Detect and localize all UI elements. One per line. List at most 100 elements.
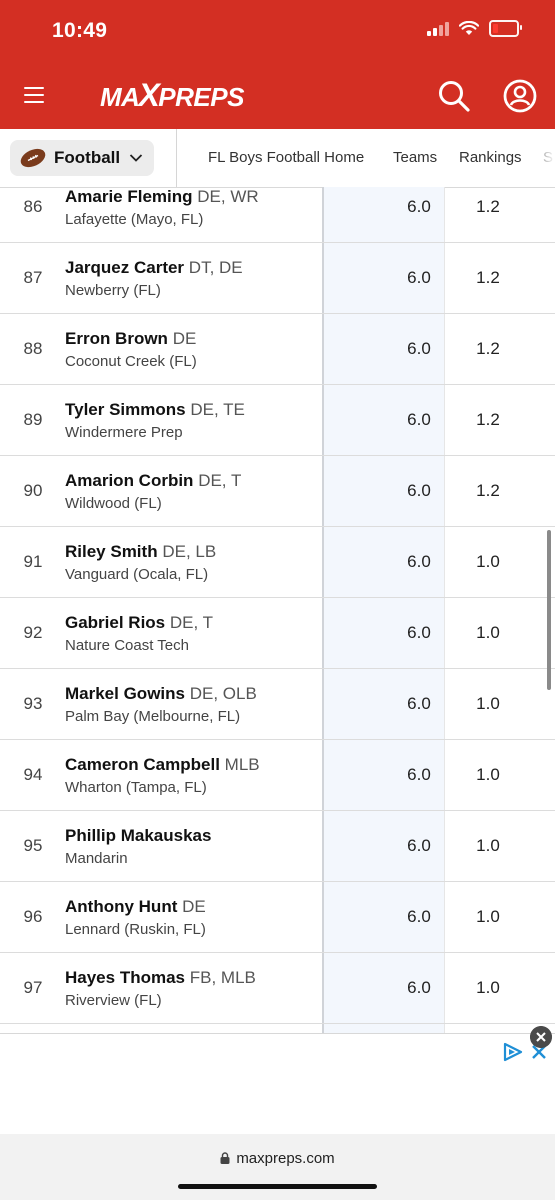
player-rating: 6.0 <box>407 552 431 571</box>
table-row[interactable]: 92 Gabriel Rios DE, T Nature Coast Tech 6.0… <box>0 597 555 669</box>
player-name[interactable]: Jarquez Carter <box>65 258 185 277</box>
wifi-icon <box>459 21 479 35</box>
player-name-line[interactable]: Markel Gowins DE, OLB <box>65 684 257 704</box>
table-row[interactable]: 90 Amarion Corbin DE, T Wildwood (FL) 6.0 1.… <box>0 455 555 527</box>
table-row[interactable]: 97 Hayes Thomas FB, MLB Riverview (FL) 6.0 1… <box>0 952 555 1024</box>
player-name[interactable]: Erron Brown <box>65 329 168 348</box>
table-row[interactable]: 88 Erron Brown DE Coconut Creek (FL) 6.0 1.2 <box>0 313 555 385</box>
player-rating: 6.0 <box>407 907 431 926</box>
player-name-line[interactable]: Cameron Campbell MLB <box>65 755 260 775</box>
adchoices-icon[interactable] <box>502 1042 524 1062</box>
hamburger-icon[interactable] <box>24 87 44 103</box>
player-score: 1.0 <box>476 836 500 855</box>
nav-link-fl-boys-football-home[interactable]: FL Boys Football Home <box>208 149 365 166</box>
player-name-line[interactable]: Riley Smith DE, LB <box>65 542 216 562</box>
player-positions: DE, TE <box>190 400 245 419</box>
player-rating: 6.0 <box>407 765 431 784</box>
player-positions: FB, MLB <box>189 968 256 987</box>
player-school[interactable]: Newberry (FL) <box>65 282 161 299</box>
player-score: 1.0 <box>476 907 500 926</box>
nav-link-rankings[interactable]: Rankings <box>459 149 522 166</box>
player-name[interactable]: Hayes Thomas <box>65 968 185 987</box>
player-name[interactable]: Riley Smith <box>65 542 158 561</box>
logo-text-right: PREPS <box>158 82 244 112</box>
player-rating: 6.0 <box>407 836 431 855</box>
player-name[interactable]: Phillip Makauskas <box>65 826 212 845</box>
home-indicator[interactable] <box>178 1184 377 1189</box>
player-score: 1.0 <box>476 623 500 642</box>
player-name[interactable]: Amarie Fleming <box>65 187 193 206</box>
player-name-line[interactable]: Amarion Corbin DE, T <box>65 471 241 491</box>
table-row[interactable]: 89 Tyler Simmons DE, TE Windermere Prep 6.0… <box>0 384 555 456</box>
player-name[interactable]: Markel Gowins <box>65 684 185 703</box>
scrollbar-thumb[interactable] <box>547 530 551 690</box>
sport-label: Football <box>54 148 121 167</box>
url-text: maxpreps.com <box>236 1150 335 1167</box>
account-icon[interactable] <box>502 78 538 114</box>
player-rankings-table[interactable]: 86 Amarie Fleming DE, WR Lafayette (Mayo, … <box>0 187 555 1033</box>
player-rank: 88 <box>23 339 43 358</box>
player-school[interactable]: Coconut Creek (FL) <box>65 353 197 370</box>
player-score: 1.0 <box>476 978 500 997</box>
chevron-down-icon <box>129 154 143 162</box>
player-rank: 95 <box>23 836 43 855</box>
nav-link-teams[interactable]: Teams <box>393 149 438 166</box>
player-school[interactable]: Wildwood (FL) <box>65 495 162 512</box>
player-name-line[interactable]: Gabriel Rios DE, T <box>65 613 213 633</box>
player-name-line[interactable]: Tyler Simmons DE, TE <box>65 400 245 420</box>
player-rank: 93 <box>23 694 43 713</box>
player-name[interactable]: Tyler Simmons <box>65 400 186 419</box>
player-positions: DE, OLB <box>189 684 257 703</box>
table-row[interactable]: 94 Cameron Campbell MLB Wharton (Tampa, FL… <box>0 739 555 811</box>
browser-url-bar[interactable]: maxpreps.com <box>0 1134 555 1200</box>
sport-selector[interactable]: Football <box>10 140 154 176</box>
player-school[interactable]: Vanguard (Ocala, FL) <box>65 566 209 583</box>
table-row[interactable]: 95 Phillip Makauskas Mandarin 6.0 1.0 <box>0 810 555 882</box>
player-school[interactable]: Wharton (Tampa, FL) <box>65 779 207 796</box>
table-row[interactable]: 93 Markel Gowins DE, OLB Palm Bay (Melbour… <box>0 668 555 740</box>
player-name[interactable]: Gabriel Rios <box>65 613 166 632</box>
url-display[interactable]: maxpreps.com <box>0 1150 555 1167</box>
player-name-line[interactable]: Jarquez Carter DT, DE <box>65 258 243 278</box>
ad-x-icon[interactable] <box>530 1043 548 1061</box>
player-name-line[interactable]: Hayes Thomas FB, MLB <box>65 968 256 988</box>
player-school[interactable]: Windermere Prep <box>65 424 183 441</box>
player-rating: 6.0 <box>407 410 431 429</box>
table-row[interactable]: 96 Anthony Hunt DE Lennard (Ruskin, FL) 6.0… <box>0 881 555 953</box>
table-row[interactable]: 86 Amarie Fleming DE, WR Lafayette (Mayo, … <box>0 187 555 243</box>
ad-banner[interactable] <box>0 1033 555 1135</box>
player-positions: DE, LB <box>162 542 217 561</box>
player-rating: 6.0 <box>407 978 431 997</box>
player-name-line[interactable]: Anthony Hunt DE <box>65 897 206 917</box>
signal-icon <box>427 21 449 36</box>
player-name[interactable]: Anthony Hunt <box>65 897 178 916</box>
player-school[interactable]: Riverview (FL) <box>65 992 162 1009</box>
player-school[interactable]: Mandarin <box>65 850 128 867</box>
player-school[interactable]: Palm Bay (Melbourne, FL) <box>65 708 241 725</box>
player-score: 1.2 <box>476 339 500 358</box>
player-school[interactable]: Lafayette (Mayo, FL) <box>65 211 204 228</box>
rating-column-highlight <box>324 187 444 1033</box>
player-school[interactable]: Nature Coast Tech <box>65 637 189 654</box>
player-positions: DE <box>182 897 206 916</box>
player-name[interactable]: Amarion Corbin <box>65 471 194 490</box>
search-icon[interactable] <box>437 79 471 113</box>
player-name-line[interactable]: Amarie Fleming DE, WR <box>65 187 259 207</box>
table-row[interactable]: 91 Riley Smith DE, LB Vanguard (Ocala, FL)… <box>0 526 555 598</box>
player-name[interactable]: Cameron Campbell <box>65 755 220 774</box>
player-rank: 90 <box>23 481 43 500</box>
sub-navigation: Football FL Boys Football Home Teams Ran… <box>0 129 555 188</box>
player-school[interactable]: Lennard (Ruskin, FL) <box>65 921 206 938</box>
table-row[interactable]: 87 Jarquez Carter DT, DE Newberry (FL) 6.0 1… <box>0 242 555 314</box>
player-score: 1.2 <box>476 197 500 216</box>
player-name-line[interactable]: Erron Brown DE <box>65 329 196 349</box>
player-score: 1.2 <box>476 410 500 429</box>
maxpreps-logo[interactable]: MAXPREPS <box>100 78 244 112</box>
column-divider <box>322 187 324 1033</box>
column-divider-secondary <box>444 187 445 1033</box>
player-name-line[interactable]: Phillip Makauskas <box>65 826 211 846</box>
player-score: 1.2 <box>476 268 500 287</box>
close-icon[interactable] <box>530 1026 552 1048</box>
status-icons <box>427 20 522 37</box>
player-rating: 6.0 <box>407 623 431 642</box>
